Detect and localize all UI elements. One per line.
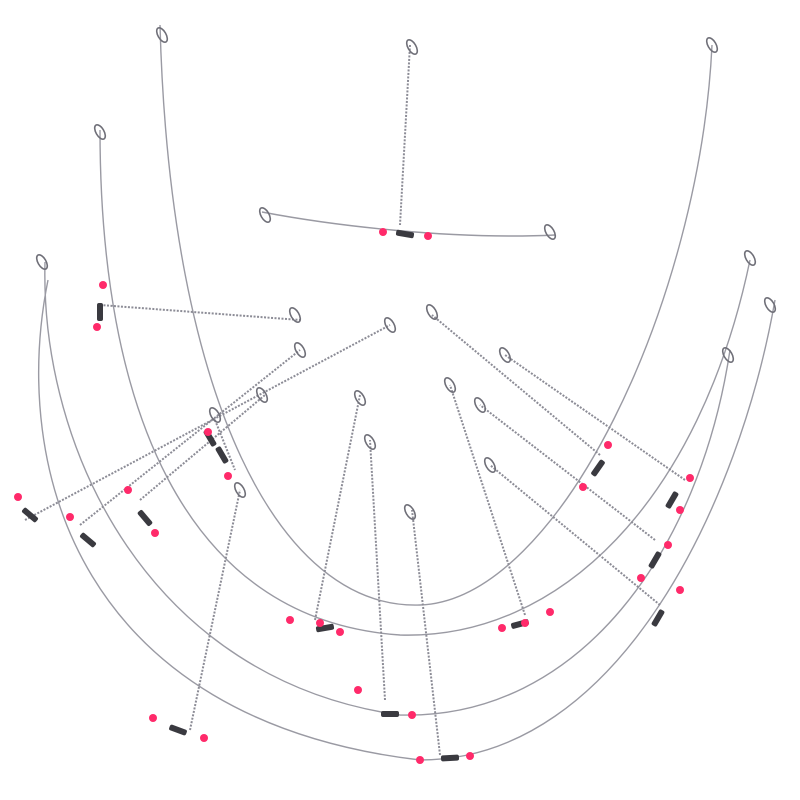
snap-swivel <box>363 433 377 451</box>
crimp-sleeve <box>395 229 415 239</box>
leader <box>189 489 241 731</box>
leader <box>24 324 391 521</box>
snap-swivel <box>543 223 557 241</box>
leader-top-left <box>99 304 301 321</box>
wire-arc-3 <box>44 261 731 716</box>
bead <box>676 586 684 594</box>
crimp-sleeve <box>21 507 39 523</box>
snap-swivel <box>288 306 302 324</box>
leader <box>504 354 686 481</box>
bead <box>498 624 506 632</box>
bead <box>14 493 22 501</box>
bead <box>466 752 474 760</box>
bead <box>99 281 107 289</box>
crimp-sleeve <box>381 711 399 717</box>
leader <box>431 314 601 456</box>
crimp-sleeve <box>651 609 665 627</box>
snap-swivel <box>383 316 397 334</box>
bead <box>286 616 294 624</box>
crimp-sleeve <box>97 303 103 321</box>
bead <box>579 483 587 491</box>
crimp-sleeve <box>79 532 97 548</box>
bead <box>521 619 529 627</box>
leader <box>449 384 526 616</box>
leader <box>411 509 441 756</box>
bead <box>66 513 74 521</box>
bead <box>336 628 344 636</box>
bead <box>424 232 432 240</box>
bead <box>204 428 212 436</box>
bead <box>664 541 672 549</box>
main-wires <box>38 24 776 761</box>
wire-arc-2 <box>99 129 751 636</box>
bead <box>93 323 101 331</box>
bead <box>604 441 612 449</box>
snap-swivel <box>473 396 487 414</box>
crimp-sleeve <box>440 754 460 762</box>
crimp-sleeve <box>665 491 679 509</box>
snap-swivel <box>258 206 272 224</box>
bead <box>151 529 159 537</box>
bead <box>124 486 132 494</box>
crimp-sleeve <box>169 724 187 736</box>
snap-swivel <box>483 456 497 474</box>
t-rig-horizontal <box>261 211 556 237</box>
bead <box>686 474 694 482</box>
crimp-sleeve <box>137 509 153 527</box>
bead <box>379 228 387 236</box>
leader <box>314 394 361 621</box>
snap-swivel <box>155 26 169 44</box>
leaders <box>24 314 686 756</box>
snap-swivel <box>293 341 307 359</box>
sleeves <box>21 229 679 762</box>
bead <box>408 711 416 719</box>
bead <box>676 506 684 514</box>
snap-swivel <box>721 346 735 364</box>
snap-swivel <box>208 406 222 424</box>
snap-swivel <box>763 296 777 314</box>
t-rig-vertical <box>399 44 411 226</box>
swivels <box>35 26 777 521</box>
snap-swivel <box>255 386 269 404</box>
snap-swivel <box>93 123 107 141</box>
beads <box>14 228 694 764</box>
leader <box>139 394 266 501</box>
crimp-sleeve <box>591 459 605 477</box>
leader <box>489 464 661 606</box>
crimp-sleeve <box>215 446 229 464</box>
snap-swivel <box>405 38 419 56</box>
bead <box>316 619 324 627</box>
snap-swivel <box>403 503 417 521</box>
leader <box>479 404 656 541</box>
leader <box>369 439 386 701</box>
bead <box>149 714 157 722</box>
snap-swivel <box>233 481 247 499</box>
snap-swivel <box>425 303 439 321</box>
snap-swivel <box>35 253 49 271</box>
bead <box>637 574 645 582</box>
snap-swivel <box>705 36 719 54</box>
leader <box>79 349 301 526</box>
bead <box>354 686 362 694</box>
snap-swivel <box>743 249 757 267</box>
wire-arc-1 <box>159 24 713 606</box>
bead <box>200 734 208 742</box>
snap-swivel <box>498 346 512 364</box>
crimp-sleeve <box>648 551 662 569</box>
bead <box>546 608 554 616</box>
bead <box>416 756 424 764</box>
leader <box>214 419 236 471</box>
bead <box>224 472 232 480</box>
snap-swivel <box>443 376 457 394</box>
snap-swivel <box>353 389 367 407</box>
